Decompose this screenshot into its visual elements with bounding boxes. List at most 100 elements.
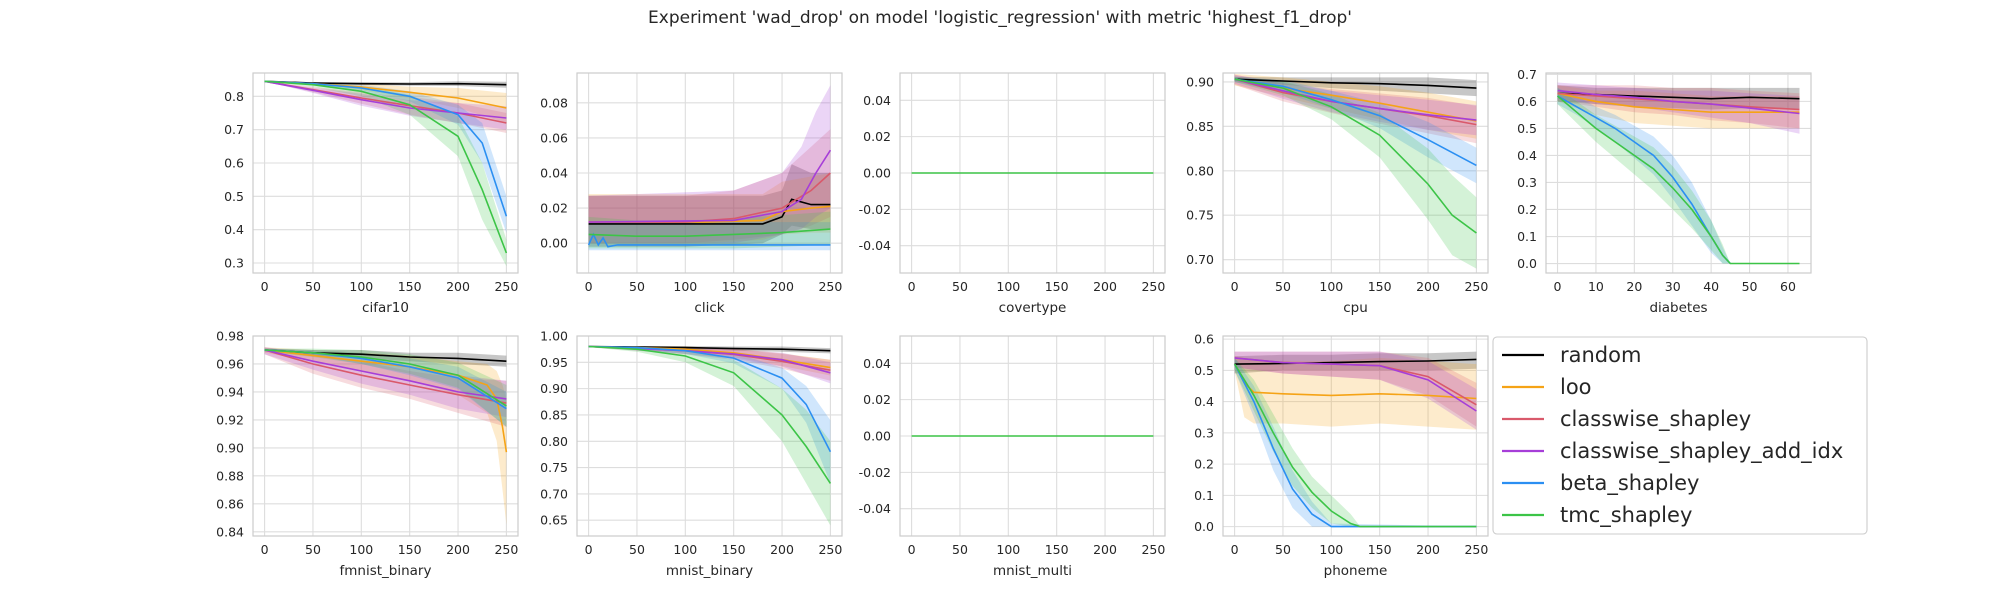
band-loo — [264, 81, 507, 123]
subplot-phoneme: 0 50 100 150 200 250 0.0 0.1 0.2 0.3 0.4 0.5 0.6 phon… — [1194, 332, 1489, 579]
x-tick-label: 200 — [1416, 542, 1440, 557]
x-axis-label: cifar10 — [362, 300, 409, 316]
line-beta_shapley — [588, 345, 832, 453]
y-tick-label: 0.98 — [216, 329, 244, 344]
x-tick-label: 0 — [908, 279, 916, 294]
y-tick-label: 0.86 — [216, 496, 244, 511]
y-tick-label: 0.6 — [224, 156, 244, 171]
x-tick-label: 100 — [996, 542, 1020, 557]
x-tick-label: 250 — [818, 279, 842, 294]
y-tick-label: 0.75 — [1186, 208, 1214, 223]
y-tick-label: 0.4 — [1194, 394, 1214, 409]
y-tick-label: 0.2 — [1194, 457, 1214, 472]
band-beta_shapley — [264, 348, 507, 427]
series-group — [264, 347, 508, 525]
band-tmc_shapley — [1234, 76, 1477, 269]
x-tick-label: 200 — [446, 279, 470, 294]
x-tick-label: 200 — [1093, 542, 1117, 557]
x-tick-label: 40 — [1703, 279, 1719, 294]
series-group — [588, 345, 832, 526]
x-tick-label: 200 — [1093, 279, 1117, 294]
plot-area — [1546, 73, 1811, 273]
y-tick-label: -0.02 — [859, 202, 891, 217]
y-tick-label: 0.00 — [540, 236, 568, 251]
legend-frame — [1492, 336, 1868, 535]
y-tick-label: 0.00 — [863, 429, 891, 444]
plot-area — [1223, 73, 1488, 273]
band-beta_shapley — [588, 346, 831, 484]
legend-label: classwise_shapley — [1560, 407, 1751, 432]
y-tick-label: 0.80 — [1186, 163, 1214, 178]
y-tick-label: -0.04 — [859, 501, 891, 516]
plot-area — [1223, 336, 1488, 536]
axes-frame — [576, 335, 843, 537]
band-beta_shapley — [1234, 357, 1477, 527]
x-tick-label: 50 — [1742, 279, 1758, 294]
x-axis-label: mnist_binary — [666, 563, 753, 579]
line-classwise_shapley_add_idx — [588, 149, 832, 223]
band-tmc_shapley — [264, 348, 507, 427]
x-tick-label: 0 — [585, 279, 593, 294]
band-loo — [588, 173, 831, 244]
axes-frame — [1222, 335, 1489, 537]
band-classwise_shapley_add_idx — [588, 85, 831, 244]
line-random — [1234, 358, 1477, 365]
x-tick-label: 200 — [446, 542, 470, 557]
y-tick-label: 0.96 — [216, 356, 244, 371]
x-axis-label: covertype — [999, 300, 1067, 316]
line-classwise_shapley_add_idx — [1234, 78, 1477, 121]
y-tick-label: 0.5 — [1194, 363, 1214, 378]
x-tick-label: 50 — [629, 279, 645, 294]
legend-label: classwise_shapley_add_idx — [1560, 439, 1843, 464]
x-tick-label: 100 — [673, 279, 697, 294]
y-tick-label: 0.1 — [1194, 488, 1214, 503]
x-tick-label: 100 — [1319, 279, 1343, 294]
legend-label: loo — [1560, 375, 1592, 399]
y-tick-label: 0.92 — [216, 412, 244, 427]
y-tick-label: 0.90 — [540, 381, 568, 396]
x-tick-label: 250 — [1464, 542, 1488, 557]
y-tick-label: 0.08 — [540, 95, 568, 110]
y-tick-label: 0.02 — [863, 392, 891, 407]
subplot-click: 0 50 100 150 200 250 0.00 0.02 0.04 0.06 0.08 click — [540, 72, 843, 316]
legend-label: beta_shapley — [1560, 471, 1699, 496]
axes-frame — [252, 72, 519, 274]
line-beta_shapley — [1233, 363, 1477, 528]
x-tick-label: 50 — [629, 542, 645, 557]
series-group — [1234, 73, 1477, 269]
y-tick-label: 0.3 — [1517, 175, 1537, 190]
band-tmc_shapley — [1234, 357, 1477, 527]
y-tick-label: 0.06 — [540, 130, 568, 145]
x-tick-label: 250 — [818, 542, 842, 557]
x-tick-label: 50 — [1275, 542, 1291, 557]
x-tick-label: 0 — [908, 542, 916, 557]
band-classwise_shapley_add_idx — [1234, 351, 1477, 430]
y-tick-label: 0.7 — [224, 122, 244, 137]
y-tick-label: 0.02 — [540, 201, 568, 216]
line-classwise_shapley_add_idx — [264, 349, 507, 400]
y-tick-label: 0.84 — [216, 524, 244, 539]
band-random — [588, 164, 831, 247]
y-tick-label: 0.70 — [1186, 252, 1214, 267]
subplot-mnist_multi: 0 50 100 150 200 250 -0.04 -0.02 0.00 0.02 0.04 mni… — [859, 335, 1166, 579]
x-tick-label: 50 — [305, 279, 321, 294]
x-tick-label: 150 — [722, 279, 746, 294]
series-group — [587, 85, 832, 251]
y-tick-label: 0.04 — [540, 166, 568, 181]
band-classwise_shapley — [264, 81, 507, 133]
axes-frame — [1545, 72, 1812, 274]
y-tick-label: 0.6 — [1517, 94, 1537, 109]
x-tick-label: 150 — [722, 542, 746, 557]
band-classwise_shapley — [588, 346, 831, 381]
y-tick-label: 0.0 — [1194, 519, 1214, 534]
subplot-cpu: 0 50 100 150 200 250 0.70 0.75 0.80 0.85 0.90 cpu — [1186, 72, 1489, 316]
x-tick-label: 200 — [770, 542, 794, 557]
subplot-fmnist_binary: 0 50 100 150 200 250 0.84 0.86 0.88 0.90 0.92 0.94 0… — [216, 329, 519, 579]
x-tick-label: 20 — [1626, 279, 1642, 294]
x-tick-label: 100 — [1319, 542, 1343, 557]
x-tick-label: 250 — [494, 279, 518, 294]
y-tick-label: 0.95 — [540, 355, 568, 370]
x-axis-label: phoneme — [1324, 563, 1388, 579]
series-group — [1556, 82, 1800, 265]
x-axis-label: cpu — [1343, 300, 1368, 316]
